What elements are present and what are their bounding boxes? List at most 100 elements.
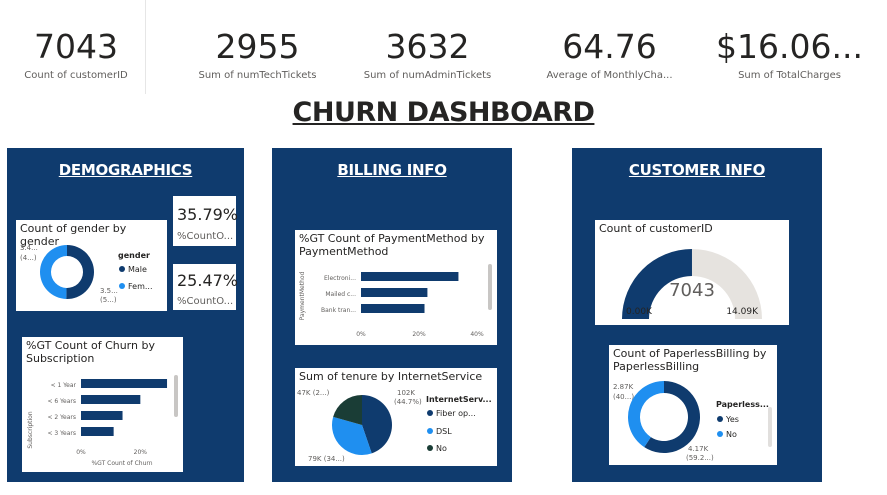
tenure-slice-dsl [332, 416, 372, 455]
tenure-legend-no: No [436, 444, 447, 453]
kpi-card-admin-tickets[interactable]: 3632 Sum of numAdminTickets [355, 0, 500, 94]
legend-swatch-no [427, 445, 433, 451]
gender-label-bottom: 3.5... [100, 287, 118, 295]
gauge-max: 14.09K [726, 307, 759, 317]
pct-label: %CountO... [177, 296, 234, 307]
pct-card-2[interactable]: 25.47% %CountO... [173, 264, 238, 310]
tenure-label-dsl: 79K (34...) [308, 455, 345, 463]
paperless-legend-no: No [726, 430, 737, 439]
churn-subscription-card[interactable]: %GT Count of Churn by Subscription Subsc… [22, 337, 183, 472]
customer-gauge-chart: 7043 0.00K 14.09K [622, 249, 762, 319]
bar [361, 272, 459, 281]
bar [81, 395, 141, 404]
bar-label: Electroni... [324, 275, 356, 282]
gender-label-top-pct: (4...) [20, 254, 37, 262]
pct-label: %CountO... [177, 231, 234, 242]
demographics-panel: DEMOGRAPHICS Count of gender by gender 3… [7, 148, 244, 482]
gender-donut [39, 245, 94, 299]
kpi-value: $16.06... [716, 27, 863, 66]
bar-label: Mailed c... [325, 291, 356, 298]
paperless-legend-yes: Yes [725, 415, 739, 424]
gauge-min: 0.00K [626, 307, 653, 317]
bar [81, 427, 114, 436]
scrollbar-thumb[interactable] [768, 407, 772, 447]
legend-swatch-no [717, 431, 723, 437]
kpi-label: Sum of numAdminTickets [363, 70, 492, 81]
gender-label-bottom-pct: (5...) [100, 296, 117, 304]
kpi-value: 7043 [34, 27, 118, 66]
kpi-label: Sum of TotalCharges [738, 70, 841, 81]
tenure-pie-chart: 47K (2...) 102K (44.7%) 79K (34...) Inte… [297, 389, 492, 463]
paperless-donut-card[interactable]: Count of PaperlessBilling by PaperlessBi… [609, 345, 777, 465]
payment-tick: 40% [470, 331, 484, 338]
paperless-label-bottom: 4.17K [688, 445, 709, 453]
bar-label: < 2 Years [48, 414, 77, 421]
kpi-label: Average of MonthlyCha... [546, 70, 673, 81]
gender-legend-female: Fem... [128, 282, 153, 291]
bar-label: Bank tran... [321, 307, 356, 314]
tenure-label-fiber: 102K [397, 389, 415, 397]
gender-label-top: 3.4... [20, 244, 38, 252]
kpi-value: 64.76 [562, 27, 657, 66]
tenure-slice-no [333, 395, 362, 425]
gender-donut-card[interactable]: Count of gender by gender 3.4... (4...) … [16, 220, 167, 311]
tenure-label-fiber-pct: (44.7%) [394, 398, 422, 406]
paperless-slice-yes [644, 381, 700, 453]
pct-card-1[interactable]: 35.79% %CountO... [173, 196, 239, 246]
gender-slice-male [66, 245, 94, 299]
legend-swatch-male [119, 266, 125, 272]
gender-legend-title: gender [118, 251, 150, 260]
gender-donut-chart: 3.4... (4...) 3.5... (5...) gender Male … [20, 244, 153, 304]
tenure-pie [332, 395, 392, 455]
scrollbar-thumb[interactable] [174, 375, 178, 417]
dashboard-title: CHURN DASHBOARD [292, 97, 595, 128]
paperless-slice-no [628, 381, 664, 448]
payment-method-card[interactable]: %GT Count of PaymentMethod by PaymentMet… [295, 230, 497, 345]
legend-swatch-female [119, 283, 125, 289]
card-title: Count of PaperlessBilling by PaperlessBi… [613, 347, 767, 373]
tenure-pie-card[interactable]: Sum of tenure by InternetService 47K (2.… [295, 368, 497, 466]
panel-title: BILLING INFO [337, 161, 447, 179]
customer-panel: CUSTOMER INFO Count of customerID 7043 0… [572, 148, 822, 482]
kpi-value: 3632 [385, 27, 470, 66]
churn-axis-y-title: Subscription [27, 411, 34, 448]
kpi-card-customer-count[interactable]: 7043 Count of customerID [14, 0, 138, 94]
kpi-value: 2955 [215, 27, 300, 66]
card-title: Count of customerID [599, 222, 713, 235]
churn-tick: 20% [134, 449, 148, 456]
panel-title: DEMOGRAPHICS [58, 161, 193, 179]
billing-panel: BILLING INFO %GT Count of PaymentMethod … [272, 148, 512, 482]
paperless-donut-chart: 2.87K (40...) 4.17K (59.2...) Paperless.… [613, 381, 772, 462]
card-title: Sum of tenure by InternetService [299, 370, 483, 383]
customer-gauge-card[interactable]: Count of customerID 7043 0.00K 14.09K [595, 220, 789, 325]
legend-swatch-fiber [427, 410, 433, 416]
churn-axis-x-title: %GT Count of Churn [91, 460, 152, 467]
panel-title: CUSTOMER INFO [628, 161, 766, 179]
gender-slice-female [39, 245, 67, 299]
kpi-card-total-charges[interactable]: $16.06... Sum of TotalCharges [712, 0, 867, 94]
kpi-card-monthly-charges[interactable]: 64.76 Average of MonthlyCha... [537, 0, 682, 94]
churn-tick: 0% [76, 449, 86, 456]
tenure-legend-title: InternetServ... [426, 395, 492, 404]
tenure-legend-fiber: Fiber op... [436, 409, 476, 418]
kpi-label: Sum of numTechTickets [198, 70, 317, 81]
gauge-value: 7043 [669, 280, 715, 301]
payment-axis-y-title: PaymentMethod [299, 271, 306, 320]
card-title: %GT Count of PaymentMethod by PaymentMet… [299, 232, 485, 258]
card-title: Count of gender by gender [20, 222, 127, 248]
legend-swatch-yes [717, 416, 723, 422]
scrollbar-thumb[interactable] [488, 264, 492, 310]
payment-bar-chart: PaymentMethod Electroni... Mailed c... Ban… [299, 264, 492, 338]
paperless-donut [628, 381, 700, 453]
kpi-label: Count of customerID [24, 70, 128, 81]
payment-tick: 20% [412, 331, 426, 338]
kpi-card-tech-tickets[interactable]: 2955 Sum of numTechTickets [185, 0, 330, 94]
bar [81, 411, 123, 420]
bar-label: < 1 Year [51, 382, 77, 389]
paperless-label-top-pct: (40...) [613, 393, 634, 401]
tenure-legend-dsl: DSL [436, 427, 452, 436]
pct-value: 35.79% [177, 205, 239, 224]
kpi-divider [145, 0, 146, 94]
bar-label: < 6 Years [48, 398, 77, 405]
bar [81, 379, 168, 388]
